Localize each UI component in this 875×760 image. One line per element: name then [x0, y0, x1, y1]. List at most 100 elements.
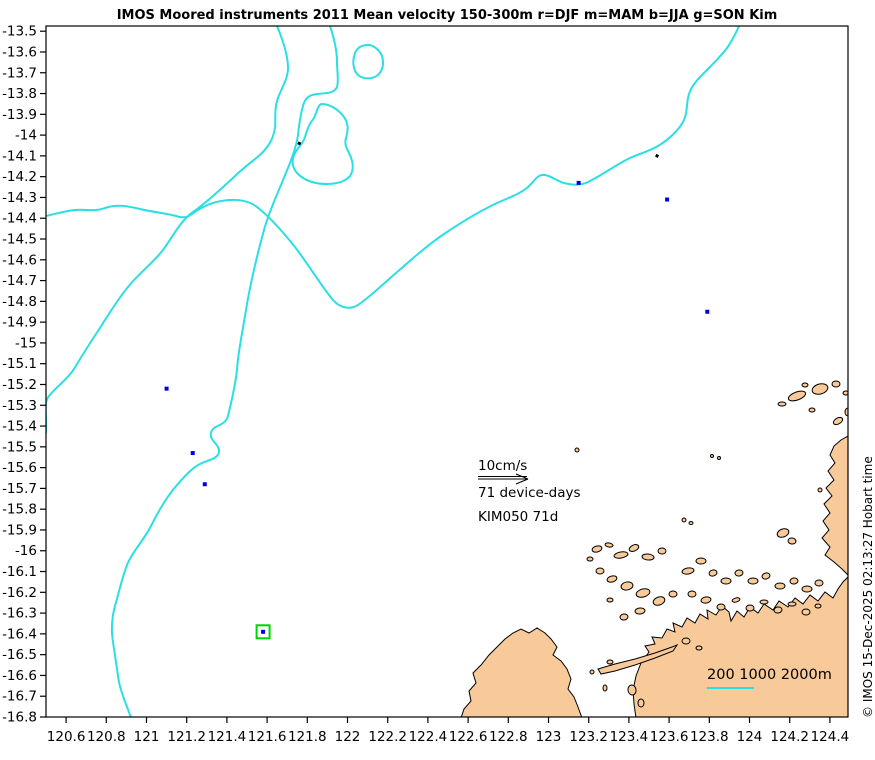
x-tick-label: 121 — [134, 729, 160, 745]
island — [606, 575, 618, 583]
y-tick-label: -16.6 — [2, 668, 37, 684]
island — [595, 567, 605, 575]
y-tick-label: -15.7 — [2, 481, 37, 497]
station-label: KIM050 71d — [478, 509, 559, 525]
y-tick-label: -14.3 — [2, 190, 37, 206]
coastline — [632, 576, 848, 717]
y-tick-label: -16.4 — [2, 626, 37, 642]
y-tick-label: -15.9 — [2, 522, 37, 538]
x-tick-label: 122 — [335, 729, 361, 745]
x-tick-label: 122.2 — [368, 729, 407, 745]
velocity-scale-label: 10cm/s — [478, 458, 528, 477]
plot-frame — [45, 25, 849, 718]
island — [574, 447, 580, 453]
island — [801, 382, 809, 388]
island — [720, 577, 732, 585]
mooring-marker-black — [655, 153, 660, 158]
island — [620, 581, 634, 591]
mooring-marker-blue — [202, 482, 207, 487]
island — [831, 380, 841, 388]
island — [844, 407, 848, 417]
annotation-graphics — [478, 473, 754, 689]
highlight-center-dot — [261, 629, 266, 634]
y-tick-label: -15 — [15, 335, 37, 351]
y-tick-label: -15.2 — [2, 377, 37, 393]
x-tick-label: 122.4 — [409, 729, 448, 745]
y-tick-label: -14.8 — [2, 294, 37, 310]
island — [777, 401, 787, 407]
coastline — [460, 627, 583, 717]
mooring-marker-blue — [665, 197, 670, 202]
mooring-markers — [164, 141, 710, 640]
y-tick-label: -15.1 — [2, 356, 37, 372]
island — [787, 601, 797, 607]
figure-title: IMOS Moored instruments 2011 Mean veloci… — [116, 8, 778, 23]
y-tick-label: -14.4 — [2, 211, 37, 227]
island — [641, 553, 655, 561]
island — [613, 551, 629, 559]
island — [591, 545, 603, 553]
coastline — [821, 435, 848, 576]
mooring-marker-blue — [705, 309, 710, 314]
y-tick-label: -14.5 — [2, 232, 37, 248]
x-tick-label: 124 — [737, 729, 763, 745]
island — [652, 596, 666, 606]
depth-contour — [352, 43, 384, 80]
highlight-square-kim050 — [255, 624, 271, 640]
mooring-marker-black — [297, 141, 302, 146]
mooring-marker-blue — [190, 451, 195, 456]
island — [776, 528, 790, 538]
island — [774, 582, 786, 590]
y-tick-label: -16.8 — [2, 710, 37, 726]
y-tick-label: -16.7 — [2, 689, 37, 705]
island — [657, 547, 667, 555]
x-tick-label: 123 — [536, 729, 562, 745]
islands — [574, 380, 848, 708]
island — [773, 606, 783, 614]
mooring-marker-blue — [164, 386, 169, 391]
island — [606, 659, 614, 665]
island — [635, 588, 651, 598]
y-tick-label: -13.5 — [2, 24, 37, 40]
island — [668, 590, 678, 598]
x-tick-label: 121.4 — [208, 729, 247, 745]
island — [817, 487, 823, 493]
depth-contour — [46, 26, 740, 309]
depth-contour-scale-label: 200 1000 2000m — [707, 667, 832, 683]
x-tick-label: 120.6 — [47, 729, 86, 745]
y-tick-label: -16.1 — [2, 564, 37, 580]
island — [681, 567, 695, 575]
island — [801, 608, 811, 616]
depth-contour — [291, 103, 354, 185]
y-tick-label: -14.1 — [2, 148, 37, 164]
y-tick-label: -14.6 — [2, 252, 37, 268]
y-tick-label: -16.5 — [2, 647, 37, 663]
island — [808, 407, 816, 413]
island — [695, 557, 707, 565]
island — [814, 579, 824, 587]
island — [628, 544, 640, 552]
x-tick-label: 120.8 — [87, 729, 126, 745]
island — [787, 390, 807, 402]
island — [586, 556, 594, 562]
island — [761, 572, 771, 580]
y-tick-label: -13.7 — [2, 65, 37, 81]
x-tick-label: 123.8 — [690, 729, 729, 745]
island — [745, 604, 755, 612]
x-tick-label: 124.4 — [811, 729, 850, 745]
island — [627, 684, 637, 696]
coastline — [597, 643, 679, 675]
x-tick-label: 121.2 — [167, 729, 206, 745]
island — [811, 383, 829, 395]
y-tick-label: -14 — [15, 128, 37, 144]
y-tick-label: -15.5 — [2, 439, 37, 455]
x-tick-label: 123.2 — [569, 729, 608, 745]
island — [681, 637, 691, 645]
island — [602, 684, 608, 692]
island — [814, 603, 822, 609]
y-tick-label: -13.8 — [2, 86, 37, 102]
y-tick-label: -13.9 — [2, 107, 37, 123]
island — [789, 577, 799, 585]
axes-frame-and-ticks: 120.6 120.8 121 121.2 121.4 121.6 121.8 122 122.… — [2, 24, 849, 745]
